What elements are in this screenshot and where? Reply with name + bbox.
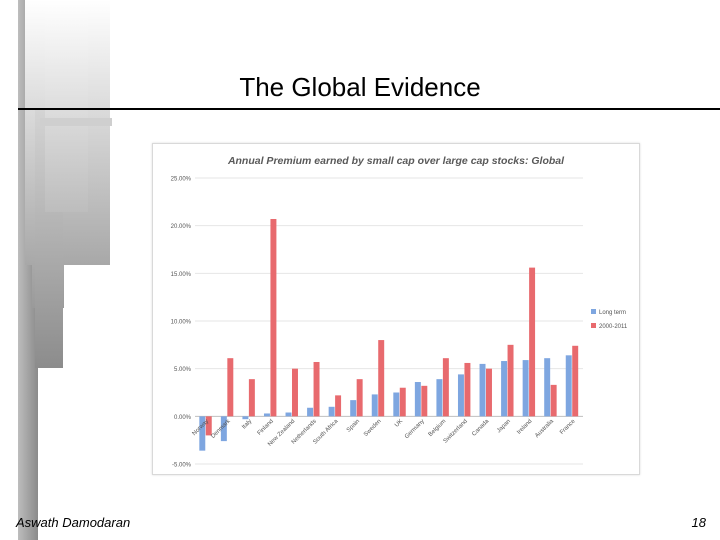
- x-tick-label: Finland: [257, 419, 275, 437]
- decor-bar-6: [40, 118, 112, 126]
- bar-long-term: [414, 382, 421, 417]
- bar-long-term: [544, 358, 551, 417]
- legend-swatch: [591, 309, 596, 314]
- bar-long-term: [350, 400, 357, 417]
- decor-bar-5: [45, 0, 88, 212]
- bar-long-term: [220, 416, 227, 442]
- legend-label: Long term: [599, 310, 626, 316]
- x-tick-label: Italy: [241, 419, 253, 431]
- bar-long-term: [565, 355, 572, 417]
- slide-title: The Global Evidence: [239, 72, 481, 102]
- x-tick-label: Ireland: [516, 419, 533, 436]
- x-tick-label: UK: [394, 419, 404, 429]
- bar-long-term: [263, 413, 270, 417]
- bar-long-term: [436, 379, 443, 417]
- bar-recent: [378, 340, 385, 417]
- bar-recent: [248, 379, 255, 417]
- x-tick-label: Belgium: [428, 419, 448, 439]
- bar-recent: [313, 361, 320, 417]
- x-tick-label: Japan: [496, 419, 512, 435]
- bar-long-term: [393, 392, 400, 417]
- x-tick-label: Australia: [534, 418, 555, 439]
- bar-recent: [486, 368, 492, 417]
- y-tick-label: 0.00%: [174, 415, 192, 421]
- x-tick-label: Canada: [471, 418, 491, 438]
- bar-recent: [356, 379, 363, 417]
- bar-long-term: [285, 412, 292, 417]
- y-tick-label: 10.00%: [171, 320, 192, 326]
- bar-recent: [550, 384, 557, 417]
- legend-label: 2000-2011: [599, 324, 628, 330]
- x-tick-label: France: [559, 418, 577, 436]
- bar-recent: [227, 358, 234, 417]
- bar-recent: [442, 358, 449, 417]
- legend-swatch: [591, 323, 596, 328]
- y-axis-ticks: -5.00% 0.00% 5.00% 10.00% 15.00% 20.00% 25.00%: [171, 177, 192, 469]
- x-tick-label: Germany: [404, 419, 426, 441]
- bar-recent: [270, 218, 277, 417]
- title-divider: [18, 108, 720, 110]
- page-number: 18: [691, 515, 706, 530]
- bar-recent: [399, 387, 406, 417]
- bar-long-term: [479, 363, 486, 417]
- bar-long-term: [522, 360, 529, 417]
- y-tick-label: 20.00%: [171, 224, 192, 230]
- chart-title: Annual Premium earned by small cap over …: [227, 155, 565, 167]
- footer-author: Aswath Damodaran: [16, 515, 131, 530]
- bar-recent: [572, 345, 579, 417]
- bar-long-term: [328, 406, 335, 417]
- y-tick-label: 5.00%: [174, 367, 192, 373]
- bar-recent: [464, 362, 471, 417]
- y-tick-label: 15.00%: [171, 272, 192, 278]
- bar-long-term: [242, 416, 249, 420]
- bar-recent: [507, 344, 514, 417]
- bar-long-term: [501, 361, 508, 417]
- legend: Long term 2000-2011: [591, 309, 628, 330]
- x-tick-label: Sweden: [363, 419, 383, 439]
- bar-long-term: [199, 416, 206, 451]
- bar-recent: [292, 368, 298, 417]
- bar-layer: [199, 218, 579, 451]
- y-tick-label: 25.00%: [171, 177, 192, 183]
- bar-long-term: [371, 394, 378, 417]
- x-tick-label: Spain: [346, 419, 361, 434]
- bar-chart: Annual Premium earned by small cap over …: [171, 155, 628, 469]
- bar-recent: [335, 395, 342, 417]
- chart-frame: Annual Premium earned by small cap over …: [152, 143, 640, 475]
- bar-recent: [421, 385, 428, 417]
- bar-recent: [205, 416, 212, 436]
- grid-layer: [195, 177, 583, 465]
- bar-recent: [529, 267, 536, 417]
- bar-long-term: [457, 374, 464, 417]
- bar-long-term: [307, 407, 314, 417]
- y-tick-label: -5.00%: [172, 463, 192, 469]
